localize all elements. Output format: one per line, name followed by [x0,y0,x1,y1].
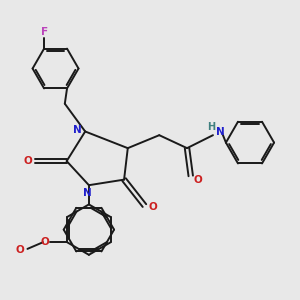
Text: O: O [23,156,32,166]
Text: N: N [83,188,92,198]
Text: H: H [207,122,215,132]
Text: N: N [74,124,82,135]
Text: O: O [193,175,202,184]
Text: O: O [148,202,157,212]
Text: O: O [40,237,49,247]
Text: O: O [16,245,24,255]
Text: F: F [40,27,48,37]
Text: N: N [216,127,225,137]
